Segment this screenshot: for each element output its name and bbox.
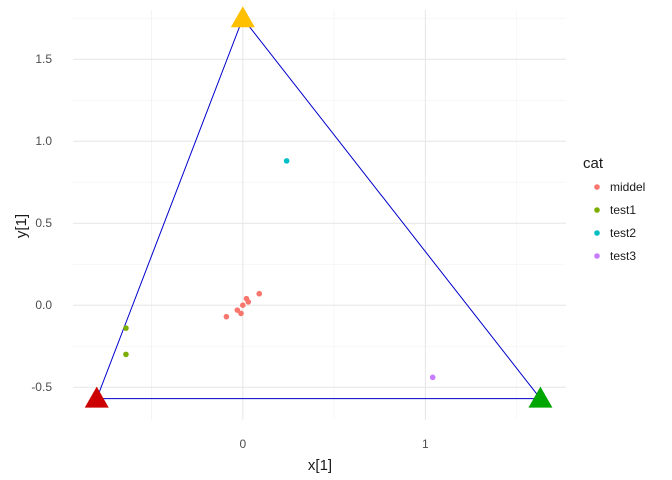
data-point-middel: [256, 290, 263, 297]
legend-key-middel: [594, 184, 600, 190]
vertex-triangle-marker: [528, 386, 553, 408]
legend-key-test3: [594, 253, 600, 259]
data-point-middel: [238, 310, 244, 317]
y-tick-labels: -0.5 0.0 0.5 1.0 1.5: [31, 52, 52, 394]
legend-key-test2: [594, 230, 600, 236]
data-point-test1: [123, 351, 129, 358]
data-point-middel: [234, 307, 241, 313]
x-axis-title: x[1]: [308, 457, 332, 474]
points-layer: [123, 158, 436, 381]
y-tick-label: -0.5: [31, 380, 52, 394]
data-point-middel: [245, 299, 252, 305]
vertex-triangle-marker: [84, 386, 109, 408]
legend-label-middel: middel: [610, 180, 645, 194]
minor-gridlines: [73, 10, 566, 420]
y-tick-label: 1.5: [35, 52, 52, 66]
legend-key-test1: [594, 207, 600, 213]
y-tick-label: 0.0: [35, 298, 52, 312]
data-point-test2: [283, 158, 290, 164]
y-tick-label: 0.5: [35, 216, 52, 230]
triangle-outline: [96, 17, 542, 400]
legend-title: cat: [583, 155, 604, 172]
legend-label-test1: test1: [610, 203, 636, 217]
data-point-test1: [123, 325, 129, 331]
data-point-middel: [240, 302, 246, 309]
x-tick-label: 1: [422, 437, 429, 451]
x-tick-label: 0: [239, 437, 246, 451]
vertex-triangle-marker: [230, 6, 255, 28]
legend-label-test3: test3: [610, 249, 636, 263]
legend-label-test2: test2: [610, 226, 636, 240]
legend: cat middel test1 test2 test3: [583, 155, 645, 263]
data-point-middel: [223, 313, 230, 320]
major-gridlines: [73, 10, 566, 420]
data-point-test3: [429, 374, 436, 381]
triangle-layer: [84, 6, 553, 408]
y-axis-title: y[1]: [13, 214, 30, 238]
y-tick-label: 1.0: [35, 134, 52, 148]
